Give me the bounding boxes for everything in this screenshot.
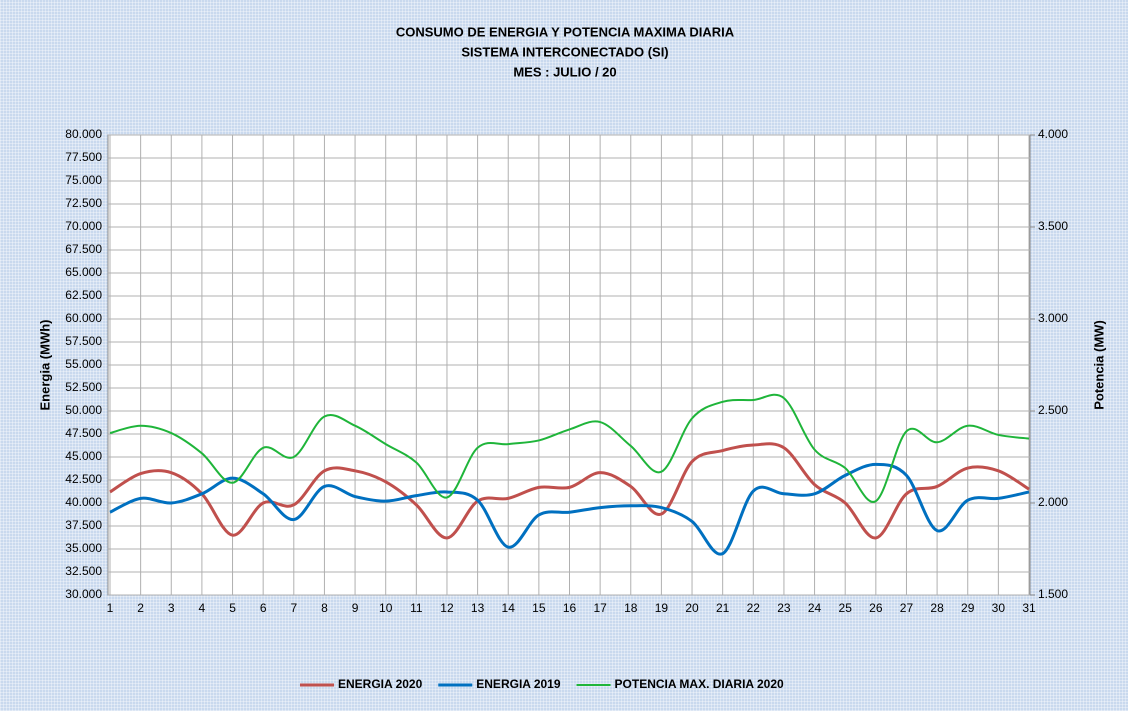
x-tick-label: 10 (379, 601, 393, 615)
x-tick-label: 17 (593, 601, 607, 615)
line-series (109, 442, 1030, 540)
x-tick-label: 22 (747, 601, 761, 615)
x-tick-label: 20 (685, 601, 699, 615)
line-series (109, 462, 1030, 556)
x-tick-label: 28 (930, 601, 944, 615)
y-tick-label: 30.000 (65, 587, 102, 601)
legend-label: ENERGIA 2019 (476, 677, 561, 691)
chart-title: CONSUMO DE ENERGIA Y POTENCIA MAXIMA DIA… (396, 24, 735, 39)
y2-tick-label: 4.000 (1038, 127, 1068, 141)
x-tick-label: 7 (290, 601, 297, 615)
x-tick-label: 18 (624, 601, 638, 615)
y-tick-label: 77.500 (65, 150, 102, 164)
y-tick-label: 50.000 (65, 403, 102, 417)
y-tick-label: 45.000 (65, 449, 102, 463)
y-axis-label: Energia (MWh) (37, 320, 52, 411)
y-tick-label: 35.000 (65, 541, 102, 555)
y-tick-label: 55.000 (65, 357, 102, 371)
x-tick-label: 2 (137, 601, 144, 615)
y-tick-label: 80.000 (65, 127, 102, 141)
x-tick-label: 27 (900, 601, 914, 615)
y-tick-label: 40.000 (65, 495, 102, 509)
y-tick-label: 60.000 (65, 311, 102, 325)
y2-tick-label: 2.000 (1038, 495, 1068, 509)
legend-label: POTENCIA MAX. DIARIA 2020 (615, 677, 784, 691)
y-tick-label: 65.000 (65, 265, 102, 279)
chart-subtitle: SISTEMA INTERCONECTADO (SI) (461, 44, 668, 59)
x-tick-label: 16 (563, 601, 577, 615)
x-tick-label: 1 (107, 601, 114, 615)
x-tick-label: 19 (655, 601, 669, 615)
y-tick-label: 32.500 (65, 564, 102, 578)
y-tick-label: 57.500 (65, 334, 102, 348)
y-tick-label: 37.500 (65, 518, 102, 532)
x-tick-label: 3 (168, 601, 175, 615)
y-tick-label: 67.500 (65, 242, 102, 256)
x-tick-label: 8 (321, 601, 328, 615)
x-tick-label: 21 (716, 601, 730, 615)
x-tick-label: 14 (502, 601, 516, 615)
y-tick-label: 47.500 (65, 426, 102, 440)
y-tick-label: 62.500 (65, 288, 102, 302)
x-tick-label: 12 (440, 601, 454, 615)
y-tick-label: 42.500 (65, 472, 102, 486)
x-tick-label: 6 (260, 601, 267, 615)
x-tick-label: 23 (777, 601, 791, 615)
line-series (109, 393, 1030, 503)
legend-label: ENERGIA 2020 (338, 677, 423, 691)
x-tick-label: 15 (532, 601, 546, 615)
y2-tick-label: 2.500 (1038, 403, 1068, 417)
y2-axis-label: Potencia (MW) (1091, 320, 1106, 410)
x-tick-label: 29 (961, 601, 975, 615)
y2-tick-label: 1.500 (1038, 587, 1068, 601)
x-tick-label: 31 (1022, 601, 1036, 615)
x-tick-label: 5 (229, 601, 236, 615)
x-tick-label: 24 (808, 601, 822, 615)
x-tick-label: 25 (839, 601, 853, 615)
y-tick-label: 72.500 (65, 196, 102, 210)
y2-tick-label: 3.000 (1038, 311, 1068, 325)
x-tick-label: 26 (869, 601, 883, 615)
y2-tick-label: 3.500 (1038, 219, 1068, 233)
y-tick-label: 70.000 (65, 219, 102, 233)
x-tick-label: 9 (352, 601, 359, 615)
x-tick-label: 11 (410, 601, 423, 615)
y-tick-label: 52.500 (65, 380, 102, 394)
x-tick-label: 30 (992, 601, 1006, 615)
x-tick-label: 13 (471, 601, 485, 615)
x-tick-label: 4 (199, 601, 206, 615)
y-tick-label: 75.000 (65, 173, 102, 187)
chart-subtitle: MES : JULIO / 20 (513, 64, 616, 79)
